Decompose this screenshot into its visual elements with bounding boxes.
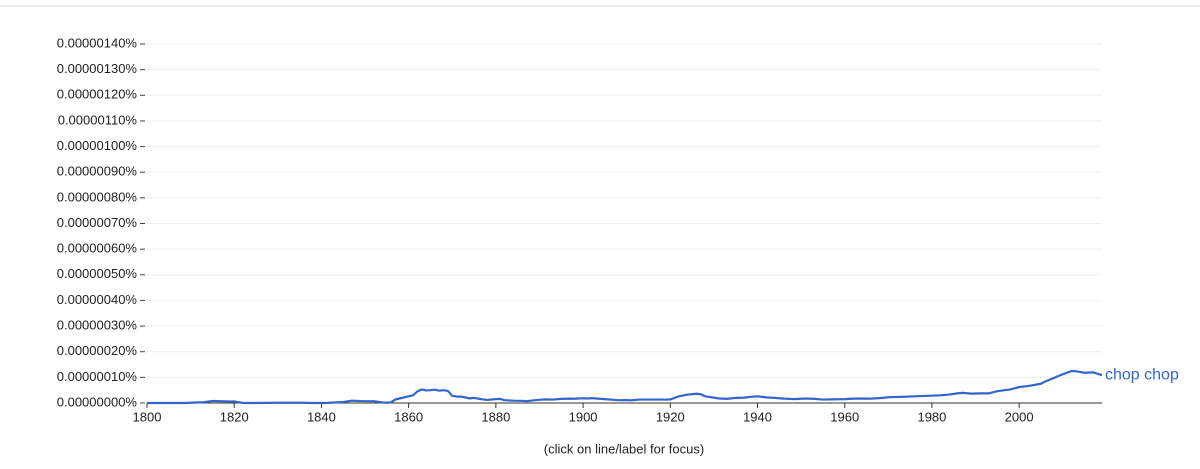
x-tick-label: 1820 (220, 409, 249, 424)
x-tick-label: 1900 (569, 409, 598, 424)
y-tick-label: 0.00000140% (57, 35, 138, 50)
y-tick-label: 0.00000030% (57, 318, 138, 333)
x-tick-label: 1980 (917, 409, 946, 424)
y-tick-label: 0.00000010% (57, 369, 138, 384)
y-tick-label: 0.00000070% (57, 215, 138, 230)
y-tick-label: 0.00000130% (57, 61, 138, 76)
y-tick-label: 0.00000040% (57, 292, 138, 307)
focus-note: (click on line/label for focus) (544, 441, 704, 456)
x-tick-label: 1840 (307, 409, 336, 424)
y-tick-label: 0.00000050% (57, 266, 138, 281)
series-label[interactable]: chop chop (1105, 366, 1179, 383)
x-tick-label: 1880 (481, 409, 510, 424)
y-tick-label: 0.00000000% (57, 394, 138, 409)
y-tick-label: 0.00000060% (57, 241, 138, 256)
series-line[interactable] (147, 369, 1103, 405)
y-tick-label: 0.00000100% (57, 138, 138, 153)
y-tick-label: 0.00000020% (57, 343, 138, 358)
x-tick-label: 1920 (656, 409, 685, 424)
x-tick-label: 2000 (1005, 409, 1034, 424)
x-tick-label: 1960 (830, 409, 859, 424)
y-tick-label: 0.00000120% (57, 87, 138, 102)
x-tick-label: 1860 (394, 409, 423, 424)
x-tick-label: 1940 (743, 409, 772, 424)
y-tick-label: 0.00000090% (57, 164, 138, 179)
x-tick-label: 1800 (133, 409, 162, 424)
y-tick-label: 0.00000080% (57, 189, 138, 204)
y-tick-label: 0.00000110% (58, 112, 138, 127)
